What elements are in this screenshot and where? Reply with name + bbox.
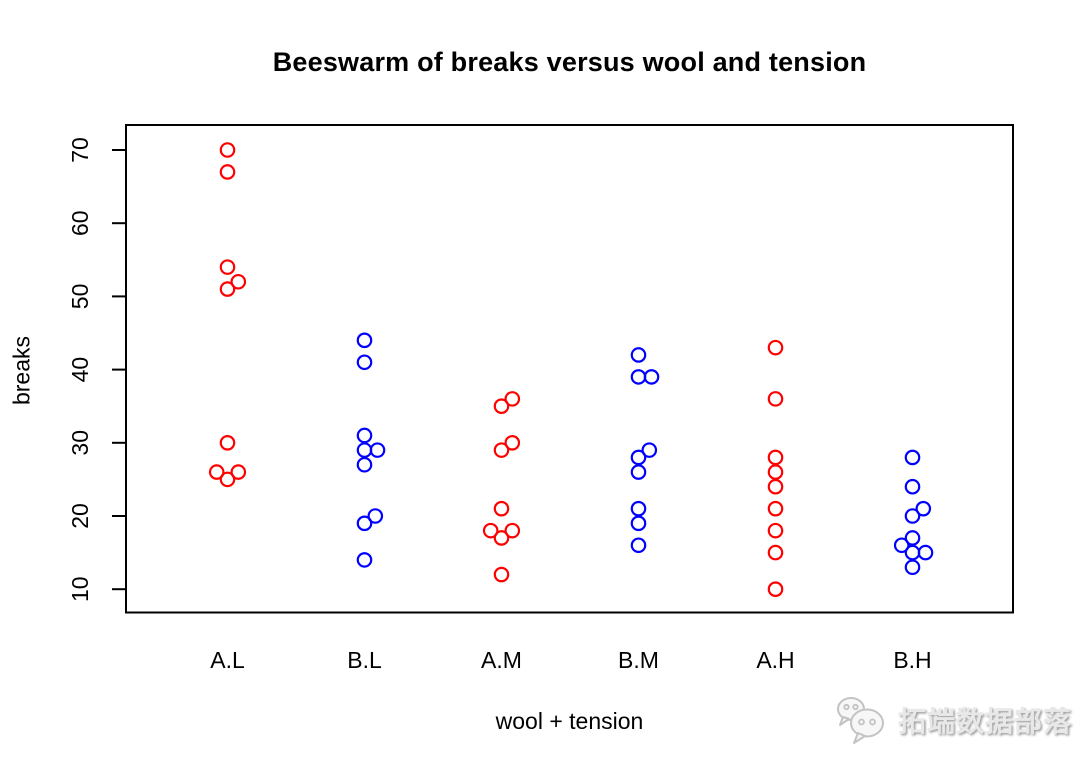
data-point bbox=[219, 434, 236, 451]
x-category-label: A.H bbox=[756, 647, 794, 673]
plot-frame bbox=[125, 124, 1014, 614]
data-point bbox=[219, 259, 236, 275]
data-point bbox=[904, 559, 921, 576]
data-point bbox=[630, 500, 647, 517]
data-point bbox=[915, 500, 932, 517]
data-point bbox=[493, 566, 510, 583]
data-point bbox=[630, 515, 647, 532]
data-point bbox=[482, 522, 499, 539]
data-point bbox=[767, 391, 784, 407]
data-point bbox=[904, 530, 921, 546]
data-point bbox=[630, 347, 647, 363]
data-point bbox=[356, 332, 373, 349]
data-point bbox=[630, 537, 647, 554]
data-point bbox=[767, 449, 784, 466]
data-point bbox=[356, 442, 373, 458]
data-point bbox=[767, 500, 784, 517]
data-point bbox=[767, 464, 784, 480]
data-point bbox=[230, 273, 247, 290]
y-tick-label: 50 bbox=[67, 284, 93, 310]
data-point bbox=[356, 427, 373, 444]
data-point bbox=[493, 398, 510, 414]
data-point bbox=[356, 515, 373, 532]
y-tick-label: 30 bbox=[67, 430, 93, 456]
watermark-text: 拓端数据部落 bbox=[898, 706, 1073, 737]
data-point bbox=[356, 456, 373, 473]
data-point bbox=[904, 478, 921, 495]
data-point bbox=[208, 464, 225, 480]
data-point bbox=[493, 500, 510, 517]
data-point bbox=[219, 471, 236, 488]
x-axis-label: wool + tension bbox=[495, 708, 644, 734]
x-category-label: B.L bbox=[347, 647, 382, 673]
watermark: 拓端数据部落 bbox=[834, 694, 1072, 746]
data-point bbox=[369, 442, 386, 458]
data-point bbox=[767, 581, 784, 597]
data-point bbox=[917, 544, 934, 561]
data-point bbox=[767, 522, 784, 539]
data-point bbox=[767, 544, 784, 561]
data-point bbox=[904, 544, 921, 561]
x-category-label: B.M bbox=[618, 647, 659, 673]
data-point bbox=[643, 369, 660, 385]
y-tick-label: 20 bbox=[67, 503, 93, 529]
y-tick-label: 10 bbox=[67, 576, 93, 602]
data-point bbox=[641, 442, 658, 458]
data-point bbox=[504, 391, 521, 407]
data-point bbox=[493, 530, 510, 546]
data-point bbox=[356, 552, 373, 568]
data-point bbox=[630, 464, 647, 480]
x-category-label: A.L bbox=[210, 647, 245, 673]
data-point bbox=[904, 508, 921, 524]
data-point bbox=[630, 369, 647, 385]
data-point bbox=[230, 464, 247, 480]
data-point bbox=[493, 442, 510, 458]
x-category-label: B.H bbox=[893, 647, 931, 673]
data-point bbox=[904, 449, 921, 466]
data-point bbox=[219, 142, 236, 158]
y-tick-label: 60 bbox=[67, 210, 93, 236]
y-tick-label: 40 bbox=[67, 357, 93, 383]
data-point bbox=[504, 434, 521, 451]
data-point bbox=[893, 537, 910, 554]
data-point bbox=[630, 449, 647, 466]
y-tick-label: 70 bbox=[67, 137, 93, 163]
data-point bbox=[767, 339, 784, 356]
data-point bbox=[219, 281, 236, 297]
chart-title: Beeswarm of breaks versus wool and tensi… bbox=[272, 47, 867, 77]
data-point bbox=[356, 354, 373, 371]
x-category-label: A.M bbox=[481, 647, 522, 673]
data-point bbox=[767, 478, 784, 495]
data-point bbox=[367, 508, 384, 524]
wechat-chat-bubbles-icon bbox=[837, 697, 884, 744]
data-point bbox=[504, 522, 521, 539]
data-point bbox=[219, 164, 236, 180]
